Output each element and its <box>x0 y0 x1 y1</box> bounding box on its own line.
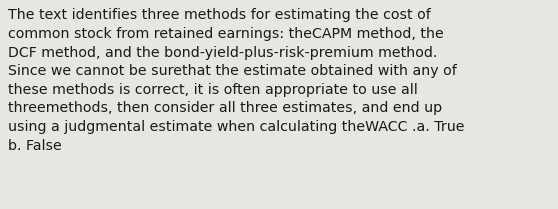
Text: The text identifies three methods for estimating the cost of
common stock from r: The text identifies three methods for es… <box>8 8 465 153</box>
